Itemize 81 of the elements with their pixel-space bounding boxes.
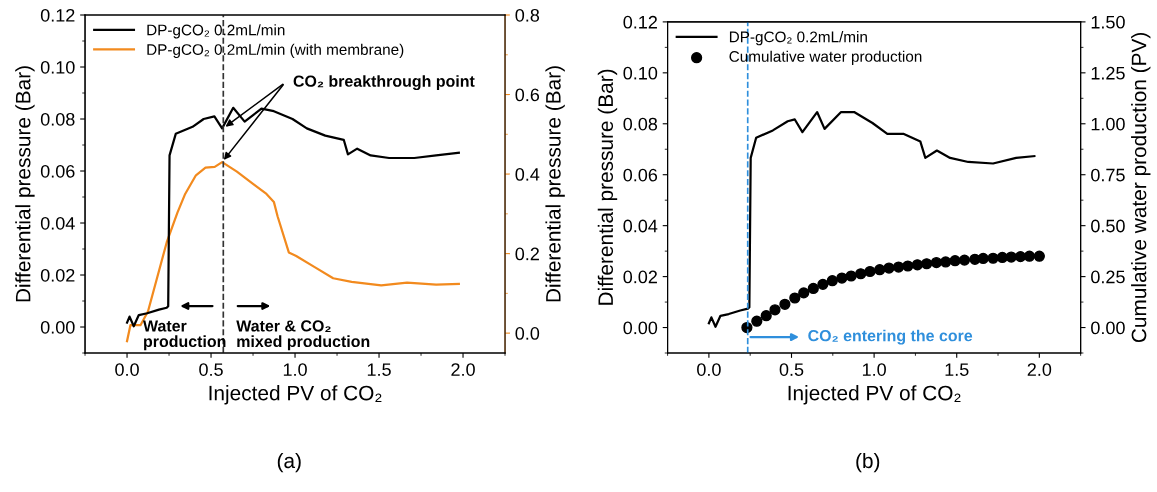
x-axis-title: Injected PV of CO₂: [209, 385, 382, 405]
y-tick-label: 0.08: [623, 117, 658, 131]
annotation: CO₂ entering the core: [808, 329, 973, 345]
point: [826, 275, 838, 287]
point: [949, 255, 961, 267]
y-tick-label: 0.00: [623, 321, 658, 335]
y-tick-label: 0.00: [40, 320, 75, 334]
point: [911, 259, 924, 271]
point: [921, 258, 933, 270]
y-axis-title: Differential pressure (Bar): [597, 69, 618, 305]
text: (b): [856, 452, 880, 473]
x-tick-label: 0.0: [115, 363, 139, 376]
point: [817, 278, 829, 290]
x-tick-label: 1.0: [862, 363, 886, 376]
point: [940, 256, 952, 268]
text: (a): [277, 452, 301, 473]
point: [892, 261, 905, 273]
point: [789, 292, 801, 304]
point: [996, 251, 1008, 264]
legend-label: DP-gCO₂ 0.2mL/min: [147, 24, 285, 39]
x-axis-title: Injected PV of CO₂: [788, 385, 961, 405]
point: [798, 287, 810, 299]
y-tick-label: 0.08: [40, 112, 75, 126]
point: [977, 252, 989, 265]
x-tick-label: 0.5: [779, 363, 804, 376]
legend-label: Cumulative water production: [729, 50, 922, 65]
y-tick-label: 0.06: [623, 168, 658, 182]
point: [1005, 251, 1017, 263]
y-axis-title: Differential pressure (Bar): [15, 66, 35, 302]
point: [807, 282, 819, 295]
y-tick-label: 0.10: [40, 60, 75, 74]
point: [769, 304, 781, 316]
x-tick-label: 2.0: [1027, 363, 1052, 376]
annotation: Water production: [143, 320, 226, 351]
point: [779, 298, 791, 310]
y2-tick-label: 0.8: [515, 8, 540, 22]
point: [845, 270, 857, 282]
point: [1033, 250, 1045, 262]
y2-tick-label: 0.00: [1091, 321, 1125, 335]
annotation: Water & CO₂ mixed production: [236, 320, 370, 351]
x-tick-label: 1.5: [367, 363, 391, 376]
y2-tick-label: 0.50: [1091, 219, 1125, 233]
point: [1023, 250, 1036, 262]
line-series: [707, 110, 1036, 328]
y2-tick-label: 1.50: [1091, 15, 1125, 29]
y2-tick-label: 0.4: [515, 168, 540, 181]
x-tick-label: 2.0: [451, 363, 475, 376]
legend-label: DP-gCO₂ 0.2mL/min: [729, 31, 867, 46]
y-tick-label: 0.02: [623, 270, 657, 284]
y2-tick-label: 1.00: [1091, 117, 1125, 131]
y-tick-label: 0.12: [623, 15, 657, 29]
point: [958, 254, 971, 266]
point: [836, 272, 848, 284]
point: [902, 260, 914, 272]
y-tick-label: 0.10: [623, 66, 658, 80]
y2-axis-title: Differential pressure (Bar): [545, 66, 565, 302]
y2-tick-label: 0.75: [1091, 168, 1125, 182]
annotation: CO₂ breakthrough point: [293, 75, 475, 91]
x-tick-label: 0.5: [199, 363, 223, 376]
y2-tick-label: 0.0: [515, 327, 540, 340]
y-tick-label: 0.04: [623, 219, 658, 233]
point: [760, 310, 772, 322]
x-tick-label: 1.0: [283, 363, 307, 376]
x-tick-label: 0.0: [697, 363, 721, 376]
y2-axis-title: Cumulative water production (PV): [1131, 33, 1151, 343]
point: [874, 264, 886, 276]
point: [855, 268, 867, 280]
y2-tick-label: 0.6: [515, 88, 540, 102]
y-tick-label: 0.06: [40, 164, 75, 178]
point: [864, 265, 876, 278]
point: [751, 315, 763, 327]
point: [987, 252, 999, 264]
y-tick-label: 0.02: [40, 268, 75, 282]
y2-tick-label: 1.25: [1091, 66, 1125, 80]
point: [930, 256, 943, 269]
y-tick-label: 0.04: [40, 216, 75, 230]
y2-tick-label: 0.25: [1091, 270, 1125, 284]
x-tick-label: 1.5: [945, 363, 969, 376]
point: [883, 262, 895, 274]
y-tick-label: 0.12: [40, 8, 75, 22]
y2-tick-label: 0.2: [515, 247, 539, 261]
